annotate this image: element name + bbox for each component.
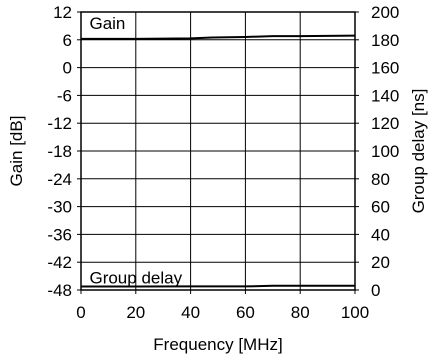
x-tick-label-2: 40 <box>181 303 200 322</box>
y-right-tick-label-4: 120 <box>371 114 399 133</box>
y-right-axis-title: Group delay [ns] <box>409 89 428 214</box>
y-left-tick-label-7: -30 <box>47 198 72 217</box>
y-right-tick-label-9: 20 <box>371 253 390 272</box>
y-right-tick-label-6: 80 <box>371 170 390 189</box>
y-left-tick-label-5: -18 <box>47 142 72 161</box>
x-tick-label-0: 0 <box>76 303 85 322</box>
x-tick-label-5: 100 <box>341 303 369 322</box>
x-tick-label-4: 80 <box>291 303 310 322</box>
y-right-tick-label-7: 60 <box>371 198 390 217</box>
y-right-tick-label-0: 200 <box>371 3 399 22</box>
annotation-0: Gain <box>89 14 125 33</box>
y-left-tick-label-4: -12 <box>47 114 72 133</box>
grid-lines <box>81 12 355 290</box>
y-left-tick-label-8: -36 <box>47 225 72 244</box>
series-line-0 <box>81 34 356 40</box>
y-right-tick-label-8: 40 <box>371 225 390 244</box>
x-tick-labels: 0 20 40 60 80 100 <box>76 303 369 322</box>
y-right-tick-label-2: 160 <box>371 59 399 78</box>
y-right-tick-label-5: 100 <box>371 142 399 161</box>
x-axis-title: Frequency [MHz] <box>153 335 282 354</box>
x-tick-label-3: 60 <box>236 303 255 322</box>
annotations: Gain Group delay <box>89 14 182 287</box>
y-right-tick-label-1: 180 <box>371 31 399 50</box>
series-line-1 <box>81 284 355 288</box>
y-left-tick-labels: 12 6 0 -6 -12 -18 -24 -30 -36 -42 -48 <box>47 3 72 300</box>
tick-marks <box>77 11 359 294</box>
series-lines <box>81 34 356 288</box>
y-left-tick-label-9: -42 <box>47 253 72 272</box>
y-left-axis-title: Gain [dB] <box>7 116 26 187</box>
y-left-tick-label-3: -6 <box>57 86 72 105</box>
y-left-tick-label-10: -48 <box>47 281 72 300</box>
y-right-tick-label-3: 140 <box>371 86 399 105</box>
y-left-tick-label-0: 12 <box>53 3 72 22</box>
y-left-tick-label-2: 0 <box>63 59 72 78</box>
annotation-1: Group delay <box>89 268 182 287</box>
y-right-tick-label-10: 0 <box>371 281 380 300</box>
x-tick-label-1: 20 <box>126 303 145 322</box>
y-left-tick-label-1: 6 <box>63 31 72 50</box>
y-left-tick-label-6: -24 <box>47 170 72 189</box>
